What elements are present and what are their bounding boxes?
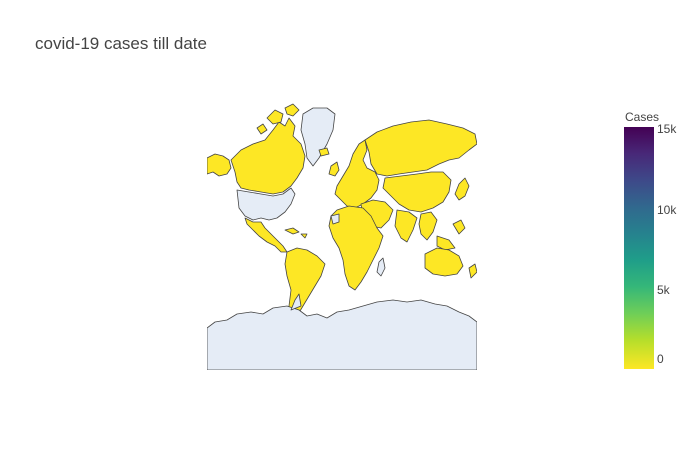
- region-greenland[interactable]: [300, 107, 336, 167]
- region-europe[interactable]: [334, 139, 380, 209]
- region-uk[interactable]: [328, 161, 340, 177]
- world-map[interactable]: [207, 100, 477, 370]
- region-australia[interactable]: [424, 247, 464, 277]
- region-africa[interactable]: [328, 205, 384, 291]
- region-china[interactable]: [382, 171, 452, 213]
- region-madagascar[interactable]: [376, 257, 386, 277]
- region-western-sahara[interactable]: [330, 213, 340, 225]
- legend-title: Cases: [625, 110, 660, 124]
- region-canada-islands[interactable]: [256, 103, 300, 135]
- map-svg: [207, 103, 477, 370]
- colorbar-tick-10k: 10k: [657, 203, 677, 217]
- region-alaska[interactable]: [207, 153, 232, 177]
- colorbar: [624, 127, 654, 369]
- region-new-zealand[interactable]: [468, 263, 477, 279]
- region-india[interactable]: [394, 209, 418, 243]
- colorbar-tick-5k: 5k: [657, 283, 670, 297]
- colorbar-legend[interactable]: Cases 15k 10k 5k 0: [620, 110, 700, 370]
- colorbar-tick-15k: 15k: [657, 122, 677, 136]
- region-antarctic-peninsula[interactable]: [290, 293, 302, 311]
- region-russia[interactable]: [364, 119, 477, 177]
- chart-title: covid-19 cases till date: [35, 34, 207, 53]
- region-caribbean[interactable]: [284, 227, 308, 239]
- region-japan[interactable]: [454, 177, 470, 201]
- region-canada[interactable]: [230, 117, 306, 195]
- colorbar-tick-0: 0: [657, 352, 664, 366]
- region-usa[interactable]: [236, 187, 296, 221]
- region-mexico[interactable]: [244, 217, 288, 253]
- region-antarctica[interactable]: [207, 299, 477, 370]
- region-southeast-asia[interactable]: [418, 211, 466, 251]
- region-iceland[interactable]: [318, 147, 330, 157]
